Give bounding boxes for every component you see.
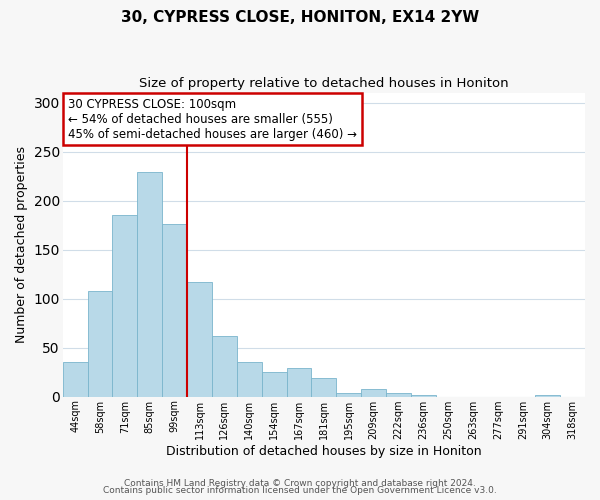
Bar [262,372,287,396]
Y-axis label: Number of detached properties: Number of detached properties [15,146,28,344]
Bar [287,368,311,396]
Bar [137,172,162,396]
Text: 30 CYPRESS CLOSE: 100sqm
← 54% of detached houses are smaller (555)
45% of semi-: 30 CYPRESS CLOSE: 100sqm ← 54% of detach… [68,98,357,140]
Bar [411,394,436,396]
X-axis label: Distribution of detached houses by size in Honiton: Distribution of detached houses by size … [166,444,482,458]
Text: Contains HM Land Registry data © Crown copyright and database right 2024.: Contains HM Land Registry data © Crown c… [124,478,476,488]
Bar [361,389,386,396]
Bar [336,392,361,396]
Title: Size of property relative to detached houses in Honiton: Size of property relative to detached ho… [139,78,509,90]
Bar [386,392,411,396]
Text: Contains public sector information licensed under the Open Government Licence v3: Contains public sector information licen… [103,486,497,495]
Bar [237,362,262,396]
Bar [63,362,88,396]
Bar [535,394,560,396]
Bar [88,291,112,397]
Bar [311,378,336,396]
Bar [212,336,237,396]
Bar [162,224,187,396]
Bar [187,282,212,397]
Bar [112,216,137,396]
Text: 30, CYPRESS CLOSE, HONITON, EX14 2YW: 30, CYPRESS CLOSE, HONITON, EX14 2YW [121,10,479,25]
